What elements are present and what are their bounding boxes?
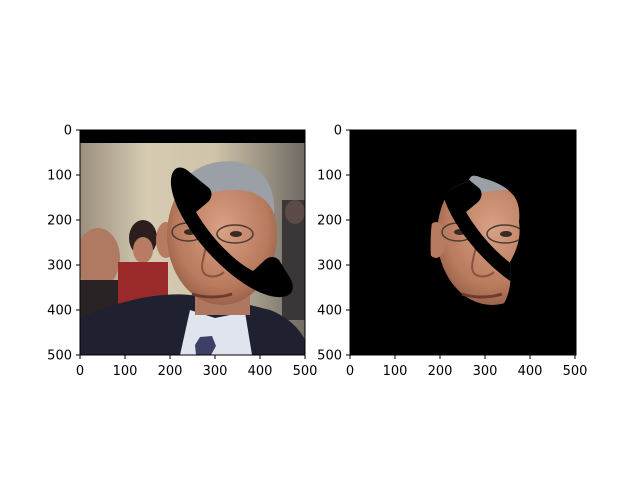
left-x-axis: 0 100 200 300 400 500 <box>76 355 318 379</box>
right-y-axis: 0 100 200 300 400 500 <box>317 124 350 364</box>
masked-face-panel: 0 100 200 300 400 500 0 100 200 300 400 … <box>317 124 587 380</box>
left-ytick-label: 200 <box>47 214 72 229</box>
right-ytick-label: 100 <box>317 169 342 184</box>
right-ytick-label: 0 <box>334 124 342 139</box>
left-ytick-label: 300 <box>47 259 72 274</box>
left-y-axis: 0 100 200 300 400 500 <box>47 124 80 364</box>
left-xtick-label: 200 <box>158 364 183 379</box>
right-xtick-label: 500 <box>563 364 588 379</box>
right-ytick-label: 500 <box>317 349 342 364</box>
left-xtick-label: 100 <box>113 364 138 379</box>
right-xtick-label: 100 <box>383 364 408 379</box>
right-x-axis: 0 100 200 300 400 500 <box>346 355 588 379</box>
right-xtick-label: 0 <box>346 364 354 379</box>
left-xtick-label: 0 <box>76 364 84 379</box>
right-ytick-label: 400 <box>317 304 342 319</box>
right-ytick-label: 200 <box>317 214 342 229</box>
left-xtick-label: 300 <box>203 364 228 379</box>
left-xtick-label: 400 <box>248 364 273 379</box>
original-photo <box>80 130 305 355</box>
right-xtick-label: 300 <box>473 364 498 379</box>
right-xtick-label: 400 <box>518 364 543 379</box>
left-xtick-label: 500 <box>293 364 318 379</box>
right-xtick-label: 200 <box>428 364 453 379</box>
original-image-panel: 0 100 200 300 400 500 0 100 200 300 400 … <box>47 124 317 380</box>
left-ytick-label: 500 <box>47 349 72 364</box>
telephone-occluder-icon <box>170 167 293 298</box>
left-ytick-label: 0 <box>64 124 72 139</box>
left-ytick-label: 100 <box>47 169 72 184</box>
left-ytick-label: 400 <box>47 304 72 319</box>
right-ytick-label: 300 <box>317 259 342 274</box>
